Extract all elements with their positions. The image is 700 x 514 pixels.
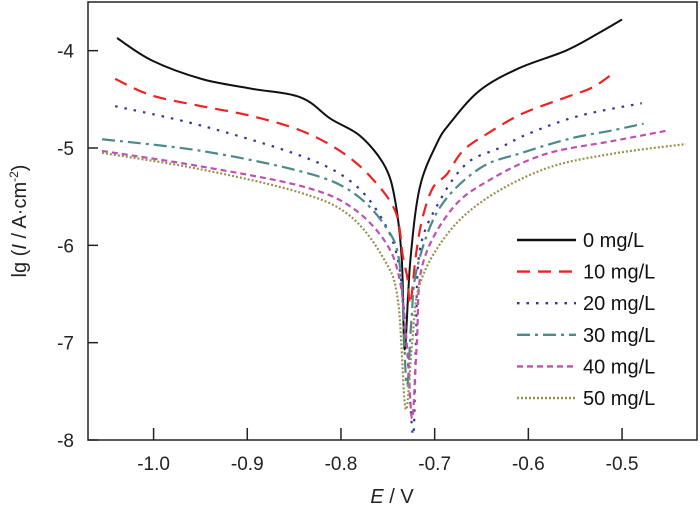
y-tick-label: -4	[57, 42, 74, 63]
series-line-3	[101, 122, 644, 387]
plot-frame	[87, 1, 698, 441]
y-axis: -8 -7 -6 -5 -4	[57, 42, 98, 452]
series-line-0	[116, 18, 623, 351]
x-tick-label: -0.9	[231, 454, 264, 475]
x-axis: -1.0 -0.9 -0.8 -0.7 -0.6 -0.5	[137, 428, 638, 475]
y-axis-title: lg (I / A·cm-2)	[7, 165, 31, 278]
x-tick-label: -0.6	[512, 454, 545, 475]
legend: 0 mg/L 10 mg/L 20 mg/L 30 mg/L 40 mg/L 50 mg/…	[517, 230, 655, 410]
series-line-4	[101, 129, 669, 420]
y-tick-label: -6	[57, 236, 74, 257]
legend-label: 20 mg/L	[583, 293, 655, 315]
legend-label: 30 mg/L	[583, 325, 655, 347]
legend-label: 40 mg/L	[583, 356, 655, 378]
x-tick-label: -0.5	[606, 454, 639, 475]
legend-label: 50 mg/L	[583, 388, 655, 410]
x-tick-label: -0.7	[418, 454, 451, 475]
x-axis-title: E / V	[370, 486, 414, 508]
x-tick-label: -0.8	[325, 454, 358, 475]
legend-label: 10 mg/L	[583, 262, 655, 284]
legend-label: 0 mg/L	[583, 230, 644, 252]
y-tick-label: -7	[57, 334, 74, 355]
y-tick-label: -8	[57, 431, 74, 452]
series-layer	[101, 18, 686, 437]
x-tick-label: -1.0	[137, 454, 170, 475]
series-line-2	[114, 102, 642, 437]
y-tick-label: -5	[57, 139, 74, 160]
series-line-5	[101, 143, 686, 411]
series-line-1	[114, 72, 615, 306]
